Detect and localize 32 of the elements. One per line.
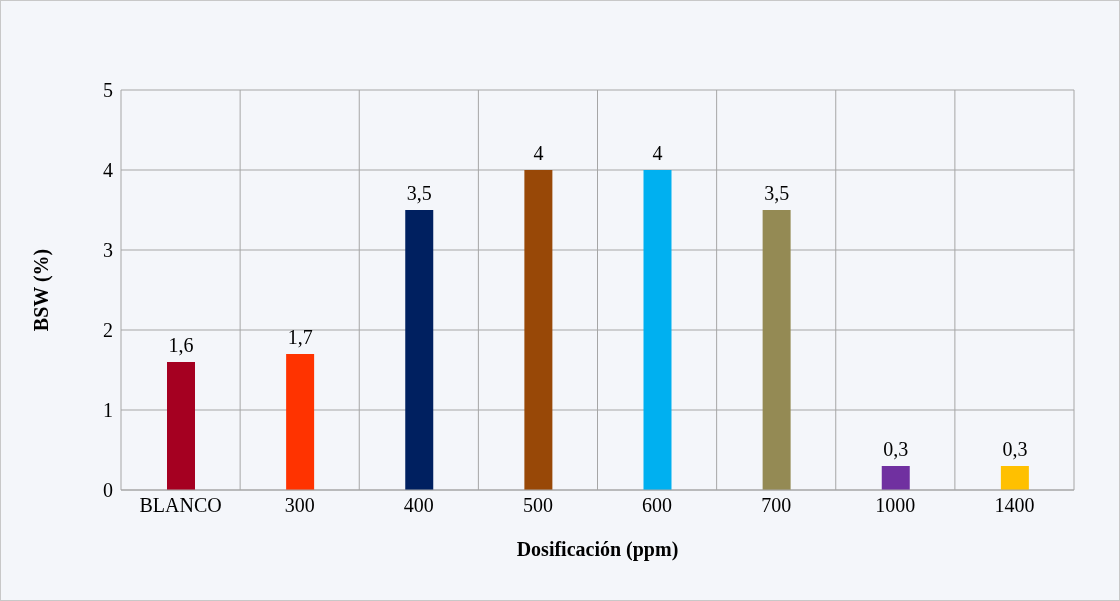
x-tick-label: 600 <box>642 494 673 517</box>
x-tick-label: 1000 <box>875 494 916 517</box>
data-label: 0,3 <box>1002 438 1028 460</box>
x-tick-label: 300 <box>284 494 315 517</box>
x-tick-label: BLANCO <box>139 494 222 517</box>
bar <box>643 170 672 490</box>
y-axis-title: BSW (%) <box>30 248 54 332</box>
y-tick-label: 1 <box>103 399 113 422</box>
y-tick-label: 3 <box>103 239 113 262</box>
y-tick-label: 0 <box>103 479 113 502</box>
data-label: 0,3 <box>883 438 909 460</box>
bar <box>762 210 791 490</box>
x-axis-title: Dosificación (ppm) <box>516 538 679 561</box>
bar <box>524 170 553 490</box>
data-label: 1,6 <box>168 334 194 356</box>
bar <box>881 466 910 490</box>
y-tick-label: 5 <box>103 79 113 102</box>
data-label: 1,7 <box>287 326 313 348</box>
data-label: 3,5 <box>764 182 790 204</box>
x-tick-label: 500 <box>522 494 553 517</box>
data-label: 4 <box>533 142 544 164</box>
x-tick-label: 400 <box>403 494 434 517</box>
y-tick-label: 2 <box>103 319 113 342</box>
bar <box>167 362 195 490</box>
data-label: 4 <box>652 142 663 164</box>
y-tick-label: 4 <box>103 159 113 182</box>
x-tick-label: 1400 <box>994 494 1035 517</box>
x-tick-label: 700 <box>761 494 792 517</box>
data-label: 3,5 <box>406 182 432 204</box>
bar <box>286 354 315 490</box>
bar <box>405 210 434 490</box>
bar <box>1000 466 1029 490</box>
